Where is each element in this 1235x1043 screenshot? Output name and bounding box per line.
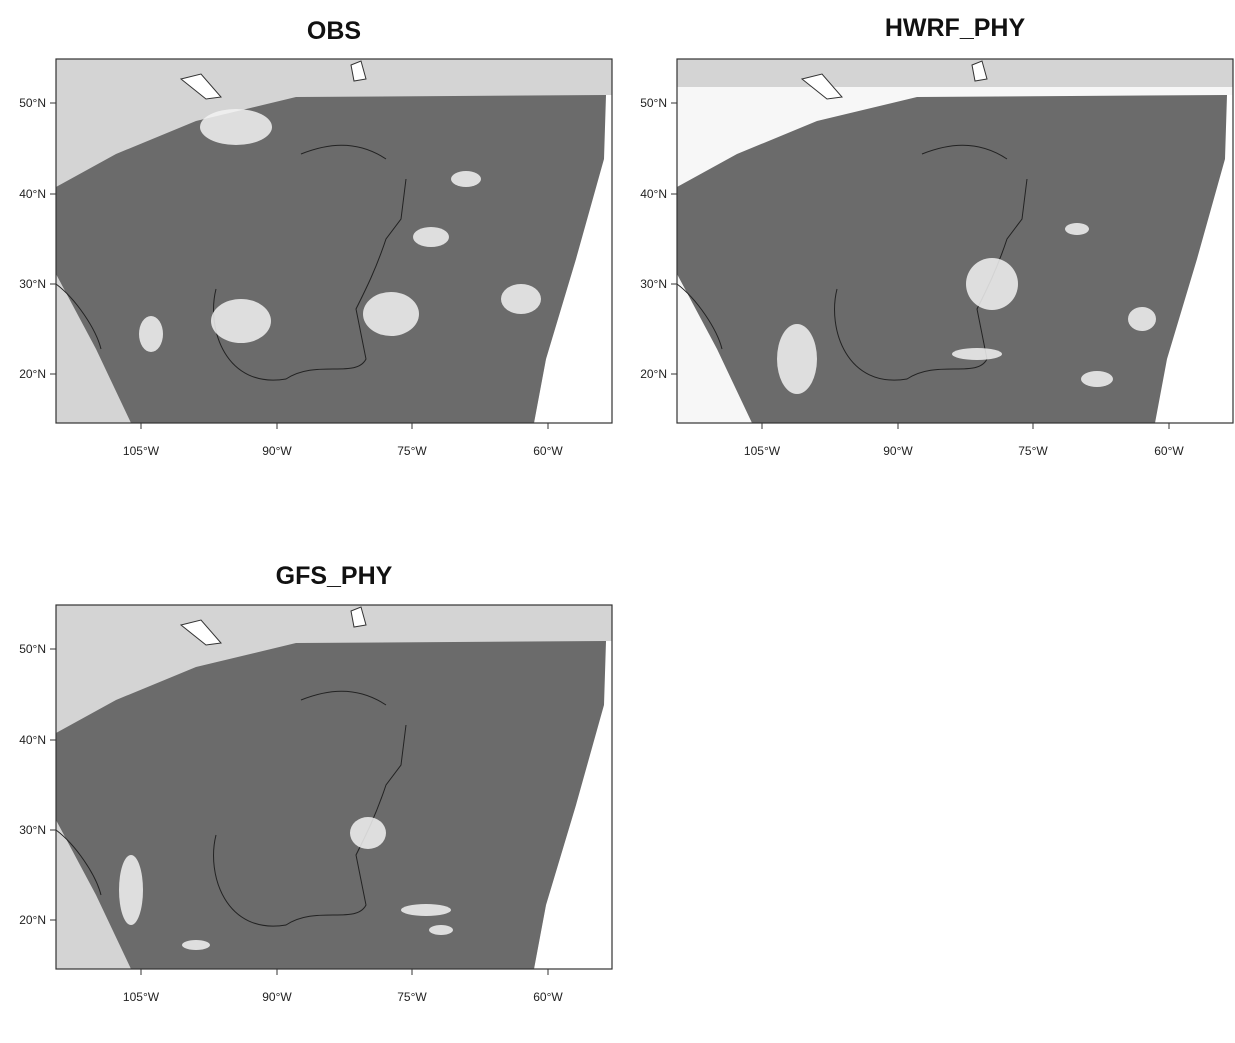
map-frame: [55, 604, 613, 970]
land-north-top: [56, 605, 612, 633]
x-tick-label: 105°W: [123, 444, 160, 458]
x-tick-label: 105°W: [744, 444, 781, 458]
x-tick-label: 60°W: [1154, 444, 1184, 458]
land-north-top: [56, 59, 612, 87]
cloud: [363, 292, 419, 336]
ocean: [386, 95, 612, 423]
land-north: [677, 59, 1233, 187]
cloud: [139, 316, 163, 352]
map-panel: 50°N 40°N 30°N 20°N 105°W 90°W 75°W 60°W: [19, 604, 613, 1004]
y-tick-label: 50°N: [640, 96, 667, 110]
x-tick-label: 105°W: [123, 990, 160, 1004]
y-tick-label: 20°N: [19, 913, 46, 927]
map-panel: 50°N 40°N 30°N 20°N 105°W 90°W 75°W 60°W: [19, 58, 613, 458]
cloud: [119, 855, 143, 925]
cloud: [451, 171, 481, 187]
x-tick-label: 90°W: [262, 990, 292, 1004]
x-tick-label: 90°W: [262, 444, 292, 458]
cloud: [1065, 223, 1089, 235]
y-tick-label: 30°N: [640, 277, 667, 291]
cloud: [182, 940, 210, 950]
cloud: [350, 817, 386, 849]
satellite-swath: [677, 95, 1227, 423]
cloud: [211, 299, 271, 343]
lake: [179, 60, 367, 100]
cloud: [952, 348, 1002, 360]
satellite-swath: [56, 641, 606, 969]
cloud: [501, 284, 541, 314]
y-tick-label: 20°N: [19, 367, 46, 381]
cloud: [429, 925, 453, 935]
x-tick-label: 90°W: [883, 444, 913, 458]
y-tick-label: 40°N: [19, 733, 46, 747]
lake: [179, 606, 367, 646]
land-north: [56, 59, 612, 187]
cloud: [401, 904, 451, 916]
coastline: [55, 144, 407, 381]
x-tick-label: 75°W: [397, 444, 427, 458]
cloud: [413, 227, 449, 247]
y-tick-label: 40°N: [19, 187, 46, 201]
x-tick-label: 60°W: [533, 990, 563, 1004]
y-tick-label: 30°N: [19, 277, 46, 291]
y-tick-label: 20°N: [640, 367, 667, 381]
panel-title: OBS: [307, 17, 361, 45]
x-tick-label: 75°W: [1018, 444, 1048, 458]
lake: [800, 60, 988, 100]
panel-title: HWRF_PHY: [885, 14, 1026, 42]
panel-title: GFS_PHY: [276, 562, 393, 590]
cloud: [1081, 371, 1113, 387]
x-tick-label: 75°W: [397, 990, 427, 1004]
map-frame: [676, 58, 1234, 424]
y-tick-label: 30°N: [19, 823, 46, 837]
map-panel: 50°N 40°N 30°N 20°N 105°W 90°W 75°W 60°W: [640, 58, 1234, 458]
cloud: [966, 258, 1018, 310]
cloud: [777, 324, 817, 394]
x-tick-label: 60°W: [533, 444, 563, 458]
y-tick-label: 50°N: [19, 96, 46, 110]
y-tick-label: 50°N: [19, 642, 46, 656]
land-north-top: [677, 59, 1233, 87]
ocean: [1007, 95, 1233, 423]
land-north: [56, 605, 612, 733]
y-tick-label: 40°N: [640, 187, 667, 201]
cloud: [1128, 307, 1156, 331]
map-frame: [55, 58, 613, 424]
cloud: [200, 109, 272, 145]
ocean: [386, 641, 612, 969]
